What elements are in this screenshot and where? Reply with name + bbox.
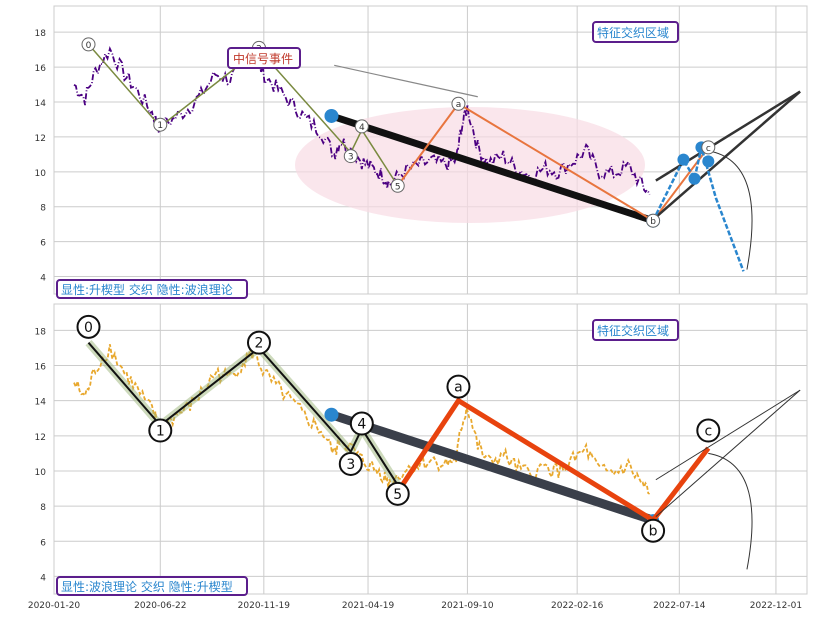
wave-label-text: 2 xyxy=(255,336,264,352)
wave-label-text: 4 xyxy=(359,123,365,133)
wave-label-circle xyxy=(446,374,471,399)
wave-label-circle xyxy=(148,418,173,443)
y-tick-label: 12 xyxy=(35,134,46,144)
signal-event-text: 中信号事件 xyxy=(233,51,293,66)
wedge-lower-right-line xyxy=(655,90,801,219)
x-tick-label: 2022-02-16 xyxy=(551,601,604,611)
top-legend-box: 显性:升楔型 交织 隐性:波浪理论 xyxy=(56,279,248,299)
y-tick-label: 18 xyxy=(35,327,47,337)
wave-label-text: 3 xyxy=(348,153,354,163)
impulse-wave-line xyxy=(87,43,399,187)
wedge-lower-line xyxy=(330,112,655,225)
top-region-box: 特征交织区域 xyxy=(592,21,679,43)
wedge-start-dot xyxy=(324,108,339,123)
wedge-lower-line xyxy=(330,410,655,525)
top-legend-text: 显性:升楔型 交织 隐性:波浪理论 xyxy=(61,282,233,297)
wave-label-circle xyxy=(153,117,168,132)
top-price-series xyxy=(73,45,651,195)
wave-label-text: 4 xyxy=(357,417,366,433)
wave-label-circle xyxy=(354,119,369,134)
wave-label-text: 3 xyxy=(346,457,355,473)
y-tick-label: 6 xyxy=(40,239,46,249)
bottom-grid xyxy=(53,304,807,594)
y-tick-label: 8 xyxy=(40,503,46,513)
x-tick-label: 2020-11-19 xyxy=(238,601,291,611)
x-tick-label: 2020-06-22 xyxy=(134,601,186,611)
bottom-plot-area: 0 1 2 3 4 5 a b c xyxy=(73,314,801,570)
wave-label-text: c xyxy=(704,424,712,440)
wedge-upper-line xyxy=(655,389,801,481)
x-tick-labels: 2020-01-20 2020-06-22 2020-11-19 2021-04-19… xyxy=(28,601,802,611)
wave-label-circle xyxy=(349,411,374,436)
wave-label-text: 5 xyxy=(393,487,402,503)
top-y-tick-labels: 4 6 8 10 12 14 16 18 xyxy=(35,29,47,283)
bottom-wave-overlay: 0 1 2 3 4 5 a b c xyxy=(76,314,801,570)
price-line xyxy=(73,45,651,195)
wave-label-circle xyxy=(641,518,666,543)
wave-label-circle xyxy=(696,418,721,443)
wave-label-text: b xyxy=(649,524,658,540)
wave-label-text: 1 xyxy=(157,121,163,131)
wave-label-text: a xyxy=(456,100,462,110)
bottom-legend-box: 显性:波浪理论 交织 隐性:升楔型 xyxy=(56,576,248,596)
wedge-upper-line xyxy=(655,90,801,182)
wave-label-text: 5 xyxy=(395,182,401,192)
y-tick-label: 8 xyxy=(40,204,46,214)
top-region-text: 特征交织区域 xyxy=(597,25,669,40)
x-tick-label: 2022-07-14 xyxy=(653,601,706,611)
x-tick-label: 2021-04-19 xyxy=(342,601,395,611)
y-tick-label: 18 xyxy=(35,29,47,39)
signal-event-box: 中信号事件 xyxy=(227,47,301,69)
y-tick-label: 12 xyxy=(35,433,46,443)
x-tick-label: 2021-09-10 xyxy=(441,601,494,611)
y-tick-label: 10 xyxy=(35,468,47,478)
y-tick-label: 4 xyxy=(40,274,46,284)
y-tick-label: 4 xyxy=(40,573,46,583)
bottom-region-text: 特征交织区域 xyxy=(597,323,669,338)
wave-label-circle xyxy=(451,96,466,111)
wave-label-circle xyxy=(338,451,363,476)
wave-label-circle xyxy=(81,37,96,52)
x-tick-label: 2020-01-20 xyxy=(28,601,81,611)
wave-label-text: 0 xyxy=(84,320,93,336)
wave-label-circle xyxy=(385,481,410,506)
wave-label-text: 1 xyxy=(156,424,165,440)
y-tick-label: 10 xyxy=(35,169,47,179)
bottom-region-box: 特征交织区域 xyxy=(592,319,679,341)
wedge-lower-right-line xyxy=(655,389,801,518)
wave-label-text: b xyxy=(650,217,656,227)
wedge-start-dot xyxy=(324,407,339,422)
zigzag-dot xyxy=(677,153,690,166)
forecast-arc xyxy=(708,150,753,270)
wave-label-circle xyxy=(701,140,716,155)
y-tick-label: 6 xyxy=(40,538,46,548)
y-tick-label: 14 xyxy=(35,99,47,109)
y-tick-label: 14 xyxy=(35,398,47,408)
projection-line xyxy=(651,147,745,272)
wave-label-circle xyxy=(343,149,358,164)
corrective-wave-line xyxy=(395,397,711,524)
bottom-legend-text: 显性:波浪理论 交织 隐性:升楔型 xyxy=(61,579,233,594)
wave-label-text: 0 xyxy=(86,41,92,51)
corrective-wave-line xyxy=(396,102,710,223)
wave-label-text: a xyxy=(454,380,463,396)
forecast-arc xyxy=(708,452,753,570)
y-tick-label: 16 xyxy=(35,363,47,373)
wave-label-circle xyxy=(390,178,405,193)
wave-label-text: c xyxy=(706,144,711,154)
wave-label-circle xyxy=(76,314,101,339)
wave-label-circle xyxy=(646,213,661,228)
y-tick-label: 16 xyxy=(35,64,47,74)
x-tick-label: 2022-12-01 xyxy=(750,601,802,611)
wave-label-circle xyxy=(246,330,271,355)
impulse-wave-line xyxy=(87,342,399,486)
signal-arrow xyxy=(334,64,478,98)
bottom-y-tick-labels: 4 6 8 10 12 14 16 18 xyxy=(35,327,47,583)
